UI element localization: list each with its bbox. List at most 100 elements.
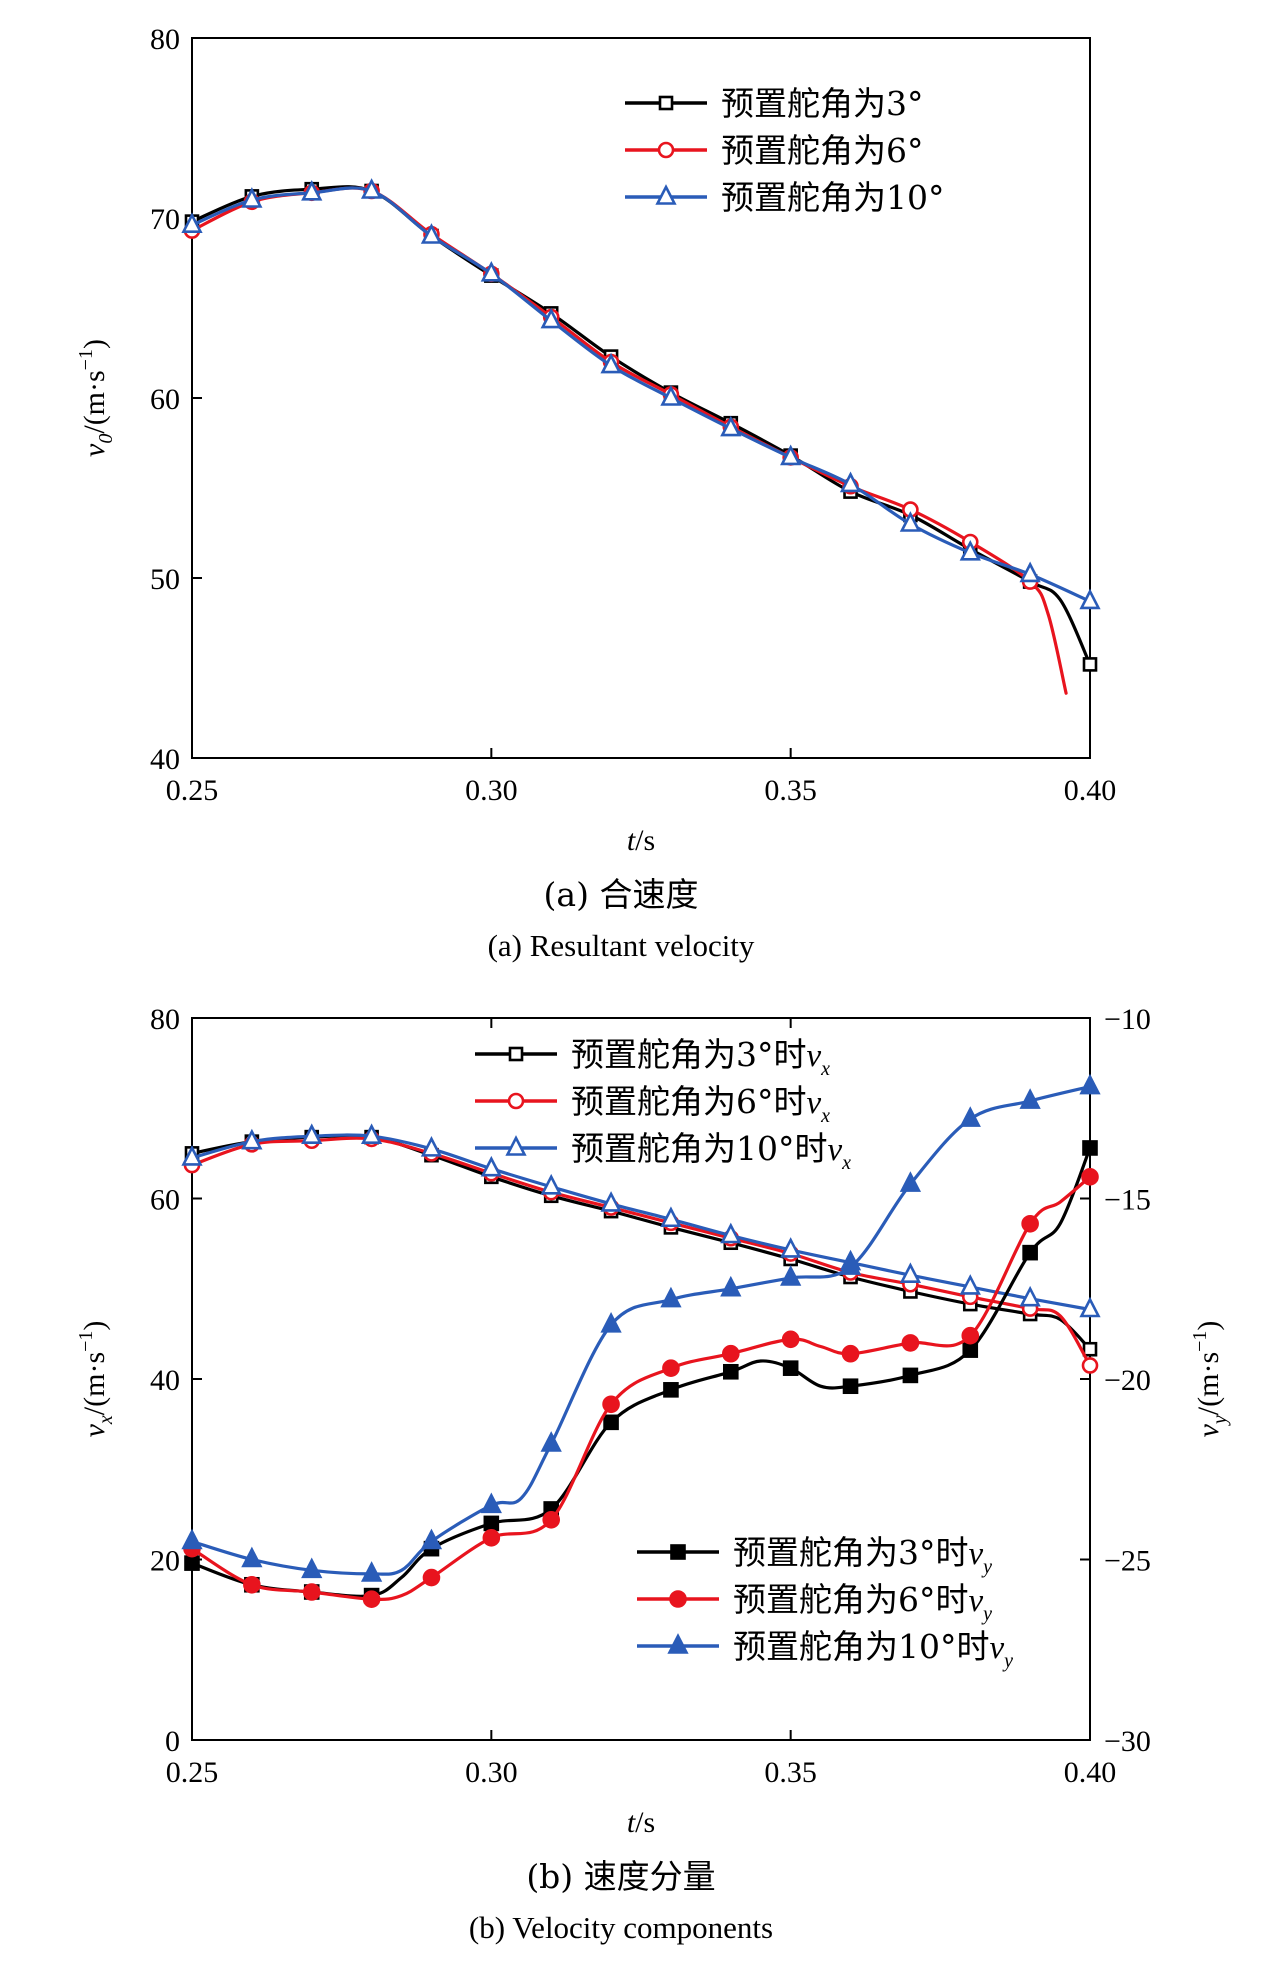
legend-label: 预置舵角为3°时vx	[571, 1035, 830, 1080]
series-5-marker	[480, 1492, 502, 1514]
series-5-marker	[1019, 1088, 1041, 1109]
series-2-marker	[1079, 588, 1101, 610]
legend-label-var: v	[807, 1038, 822, 1074]
series-5-marker	[420, 1528, 443, 1550]
legend-swatch-marker	[670, 1544, 686, 1560]
series-4-marker	[961, 1326, 980, 1345]
series-line-1	[190, 186, 1068, 695]
legend-label-sub: x	[820, 1105, 830, 1127]
legend-label-text: 预置舵角为6°时	[733, 1580, 969, 1619]
series-4-marker	[841, 1344, 860, 1363]
y-tick-label: 80	[150, 23, 180, 56]
series-2-marker	[959, 539, 981, 561]
legend-label-text: 预置舵角为10°时	[733, 1627, 990, 1666]
series-2-marker	[780, 444, 802, 466]
series-4-marker	[243, 1575, 261, 1594]
series-3-marker	[1022, 1244, 1038, 1261]
series-4-marker	[901, 1334, 920, 1352]
x-axis-label: t/s	[627, 824, 655, 857]
legend-label-var: v	[969, 1536, 984, 1572]
series-3-marker	[782, 1360, 799, 1376]
y-axis-label-sup: −1	[75, 1331, 97, 1352]
y2-axis-label-sub: y	[1209, 1415, 1231, 1426]
y2-axis-label-unit: /(m·s	[1192, 1352, 1225, 1415]
series-5-marker	[241, 1546, 263, 1568]
x-tick-label: 0.30	[465, 1756, 518, 1789]
y2-tick-label: −10	[1104, 1003, 1151, 1036]
series-2-marker	[600, 1191, 622, 1212]
legend-label-var: v	[990, 1630, 1005, 1666]
series-3-marker	[603, 1414, 619, 1431]
x-tick-label: 0.25	[166, 1756, 219, 1789]
series-2-marker	[360, 178, 383, 199]
caption-en: (b) Velocity components	[469, 1910, 773, 1945]
series-2-marker	[660, 385, 682, 406]
x-axis-label-unit: /s	[635, 1806, 655, 1839]
y-axis-label-sup: −1	[75, 349, 97, 370]
series-2-marker	[720, 415, 742, 437]
caption-zh: (a) 合速度	[544, 875, 699, 914]
series-2-marker	[899, 511, 922, 532]
series-2-marker	[301, 179, 323, 201]
y2-axis-label: vy/(m·s−1)	[1189, 1321, 1231, 1438]
legend-label: 预置舵角为3°	[721, 84, 924, 123]
y-tick-label: 60	[150, 383, 180, 416]
series-2-marker	[181, 212, 203, 233]
x-axis-label-unit: /s	[635, 824, 655, 857]
series-2-marker	[301, 1123, 323, 1145]
legend-label: 预置舵角为10°时vx	[571, 1129, 851, 1174]
series-4-marker	[362, 1590, 381, 1609]
y-tick-label: 20	[150, 1545, 180, 1578]
y2-tick-label: −25	[1104, 1545, 1151, 1578]
x-tick-label: 0.30	[465, 774, 518, 807]
x-tick-label: 0.40	[1064, 774, 1117, 807]
legend-label: 预置舵角为6°	[721, 131, 924, 170]
series-5-marker	[660, 1286, 682, 1308]
series-5-marker	[301, 1557, 323, 1579]
y2-tick-label: −30	[1104, 1725, 1151, 1758]
series-2-marker	[420, 223, 443, 244]
y2-tick-label: −20	[1104, 1364, 1151, 1397]
series-5-marker	[780, 1265, 802, 1286]
series-2-marker	[720, 1222, 742, 1244]
legend-label-var: v	[969, 1583, 984, 1619]
series-2-marker	[480, 1155, 502, 1177]
series-4-marker	[1021, 1214, 1039, 1233]
legend-panel-a: 预置舵角为3° 预置舵角为6° 预置舵角为10°	[625, 84, 945, 217]
series-5-marker	[181, 1528, 203, 1550]
series-3-marker	[663, 1382, 679, 1398]
legend-label: 预置舵角为10°	[721, 178, 945, 217]
legend-swatch-marker	[667, 1633, 689, 1654]
legend-swatch-marker	[657, 141, 675, 159]
plot-frame	[191, 37, 1091, 759]
y-tick-label: 50	[150, 563, 180, 596]
panel-a-chart: 0.25 0.30 0.35 0.40 40 50 60 70 80 t/s v0/(m·s−1) (…	[75, 23, 1116, 963]
series-2-marker	[899, 1262, 922, 1284]
x-tick-label: 0.35	[764, 774, 817, 807]
legend-label: 预置舵角为3°时vy	[733, 1533, 992, 1578]
legend-label-text: 预置舵角为3°时	[571, 1035, 807, 1074]
series-2-marker	[540, 307, 562, 329]
y-tick-label: 40	[150, 1364, 180, 1397]
x-axis-label-var: t	[627, 824, 636, 857]
legend-label-text: 预置舵角为10°	[721, 178, 945, 217]
legend-label-sub: x	[820, 1058, 830, 1080]
series-5-marker	[360, 1561, 383, 1582]
series-5-marker	[540, 1431, 562, 1452]
y-tick-label: 80	[150, 1003, 180, 1036]
legend-swatch-marker	[505, 1135, 527, 1156]
series-2-marker	[660, 1206, 682, 1228]
y-tick-label: 70	[150, 203, 180, 236]
series-3-marker	[1082, 1140, 1098, 1156]
series-line-2	[190, 1133, 1092, 1312]
series-2-marker	[839, 471, 862, 493]
series-4-marker	[602, 1395, 620, 1414]
series-2-marker	[1019, 1285, 1041, 1307]
series-2-marker	[600, 352, 622, 374]
series-5-marker	[959, 1106, 981, 1127]
series-3-marker	[962, 1342, 979, 1358]
legend-swatch-marker	[669, 1590, 687, 1608]
